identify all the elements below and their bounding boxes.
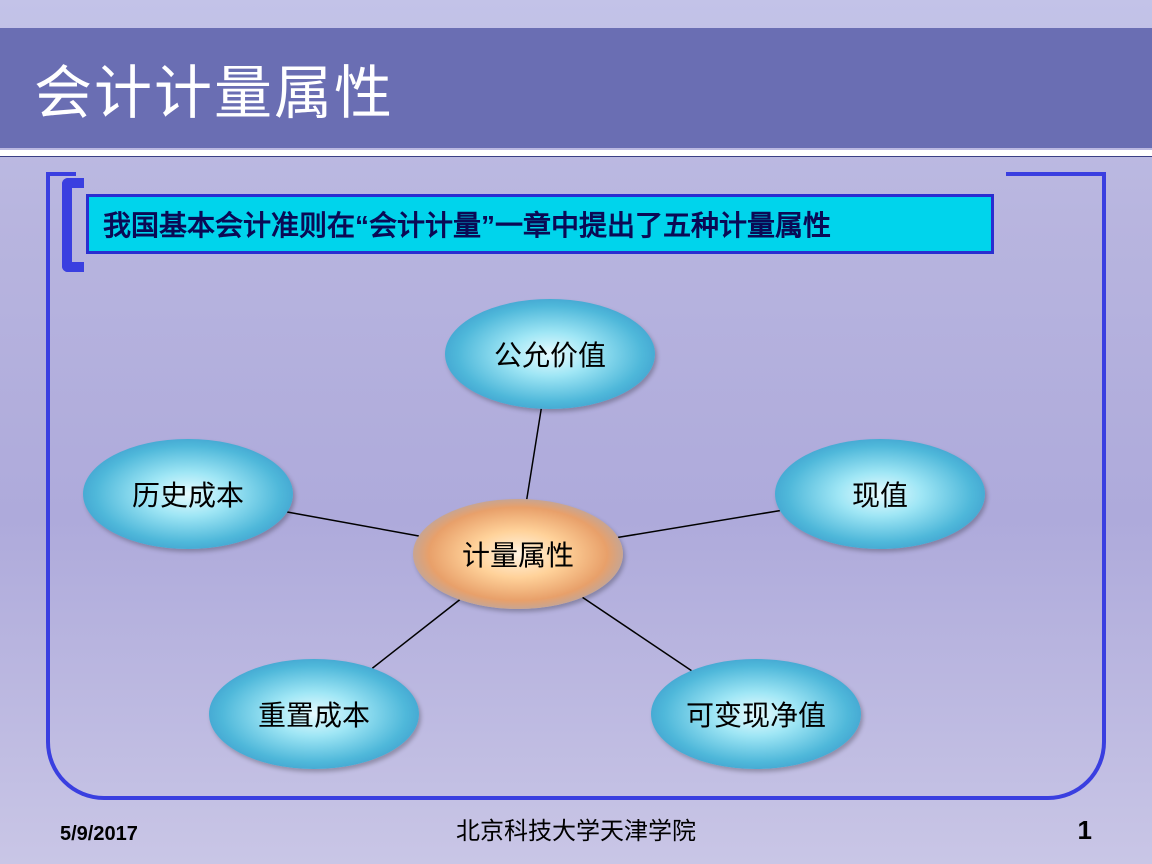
footer-org: 北京科技大学天津学院 [0,811,1152,846]
page-title: 会计计量属性 [34,46,394,130]
subtitle-suffix: 一章中提出了五种计量属性 [495,204,831,244]
frame-top-right [1006,172,1106,176]
subtitle-bracket [62,178,84,272]
content-frame [46,172,1106,800]
subtitle-quote: “会计计量” [355,204,495,244]
subtitle-box: 我国基本会计准则在“会计计量”一章中提出了五种计量属性 [86,194,994,254]
slide: 会计计量属性 我国基本会计准则在“会计计量”一章中提出了五种计量属性 公允价值现… [0,0,1152,864]
title-band: 会计计量属性 [0,28,1152,148]
subtitle-prefix: 我国基本会计准则在 [103,204,355,244]
footer-page: 1 [1078,815,1092,846]
frame-top-left [46,172,76,176]
